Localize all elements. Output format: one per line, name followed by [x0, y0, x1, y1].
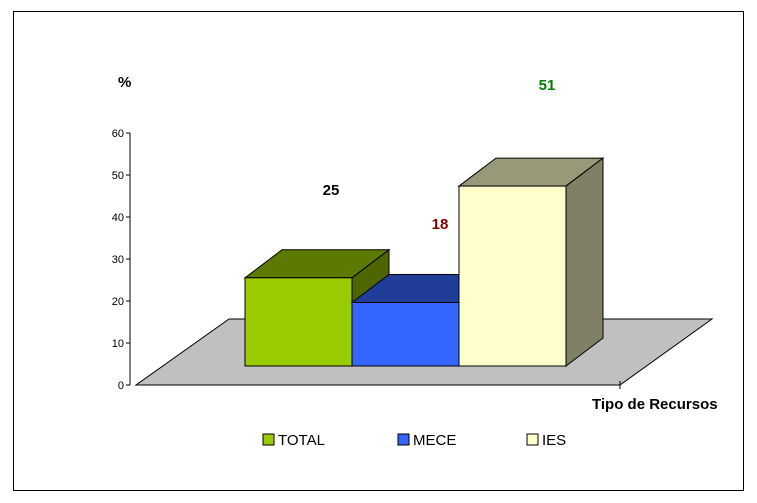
- data-label-total: 25: [323, 182, 340, 199]
- legend-label: TOTAL: [278, 432, 325, 449]
- data-label-mece: 18: [432, 216, 449, 233]
- y-axis-title: %: [118, 74, 131, 91]
- bars-group: [243, 157, 605, 368]
- x-axis-title: Tipo de Recursos: [592, 396, 718, 413]
- y-tick-group: 0 10 20 30 40 50 60: [112, 128, 621, 392]
- bar-front-face: [244, 277, 353, 367]
- y-tick-label: 20: [112, 296, 124, 308]
- legend-swatch: [262, 433, 275, 446]
- y-tick-label: 10: [112, 338, 124, 350]
- bar-side-face: [565, 157, 604, 368]
- y-tick-label: 60: [112, 128, 124, 140]
- legend-label: MECE: [413, 432, 456, 449]
- y-tick-label: 30: [112, 254, 124, 266]
- legend-item-ies: IES: [526, 432, 566, 449]
- bar-front-face: [458, 185, 567, 367]
- legend: TOTAL MECE IES: [262, 432, 566, 449]
- data-labels-group: 25 18 51: [323, 77, 556, 233]
- data-label-ies: 51: [539, 77, 556, 94]
- y-tick-label: 50: [112, 170, 124, 182]
- legend-item-mece: MECE: [397, 432, 456, 449]
- y-tick-label: 40: [112, 212, 124, 224]
- chart-frame: [13, 11, 744, 491]
- legend-label: IES: [542, 432, 566, 449]
- y-tick-label: 0: [118, 380, 124, 392]
- legend-swatch: [526, 433, 539, 446]
- bar-front-face: [351, 301, 460, 367]
- bar-ies: [457, 157, 605, 368]
- legend-swatch: [397, 433, 410, 446]
- legend-item-total: TOTAL: [262, 432, 325, 449]
